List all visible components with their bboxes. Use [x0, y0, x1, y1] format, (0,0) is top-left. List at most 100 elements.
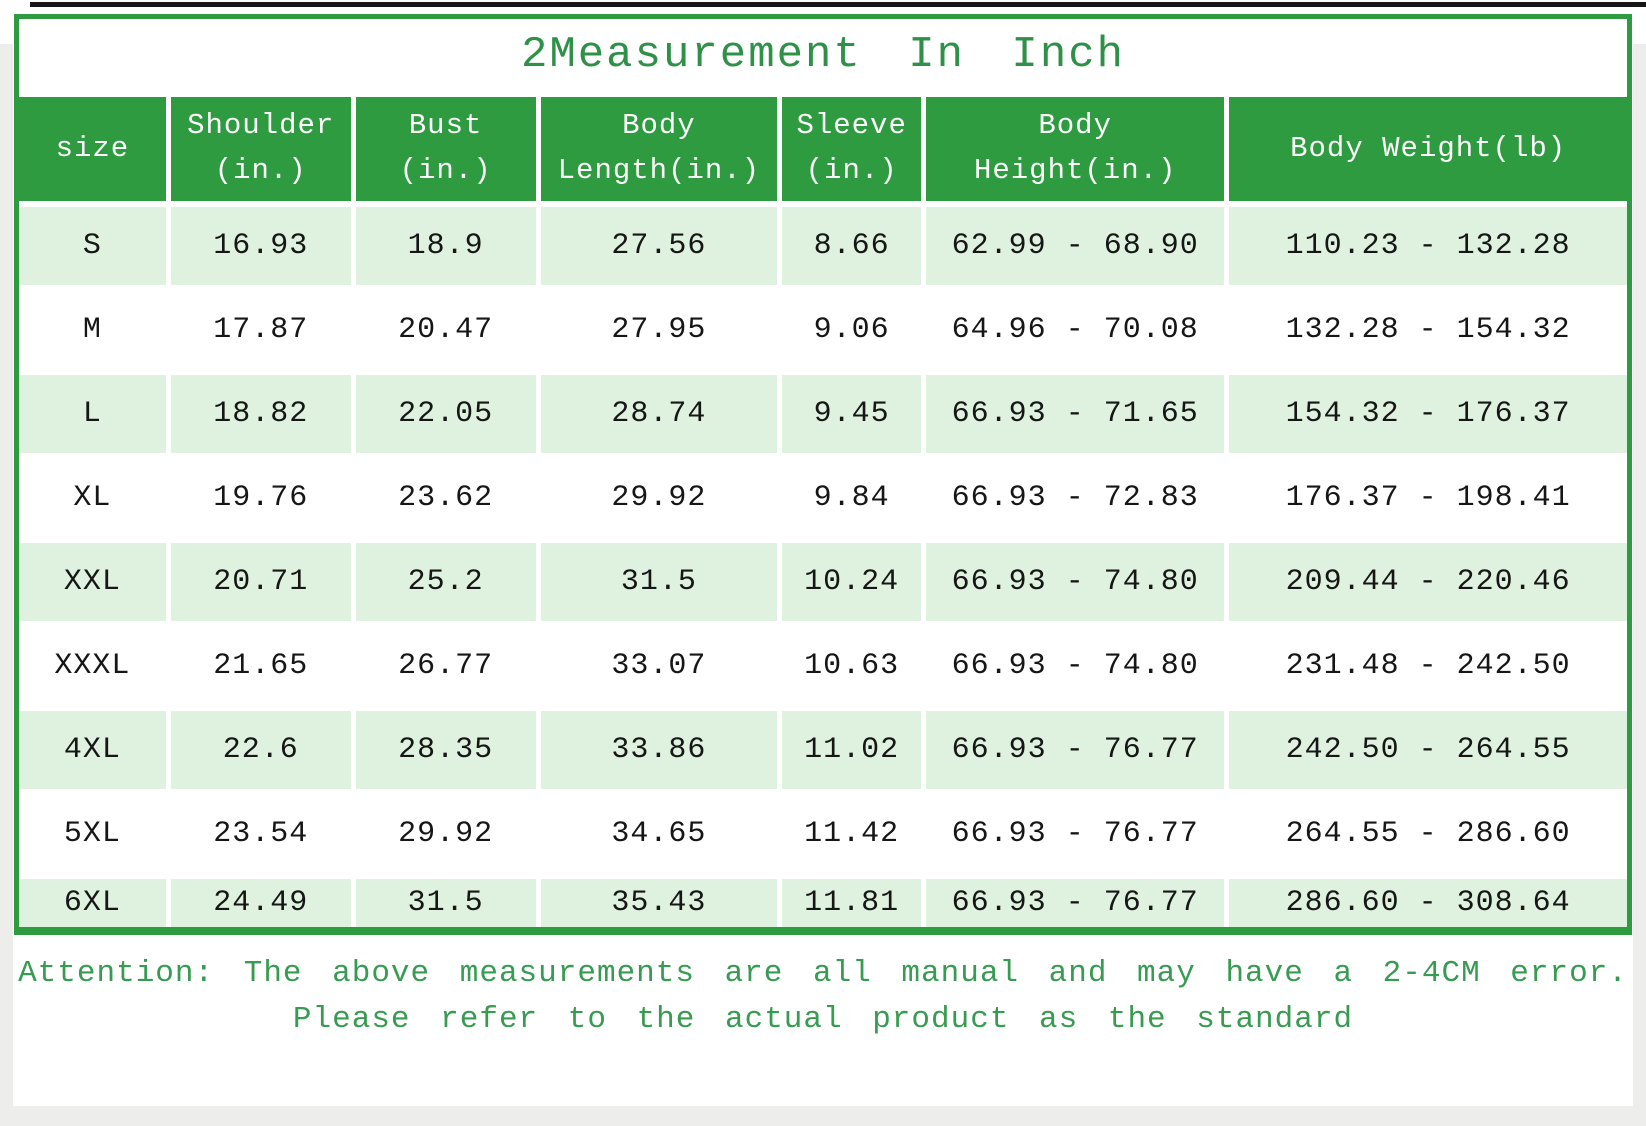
body-height-cell: 64.96 - 70.08: [951, 313, 1199, 347]
header-cell-body-weight: Body Weight(lb): [1229, 97, 1627, 201]
size-cell: M: [82, 313, 102, 347]
bust-cell: 31.5: [355, 879, 536, 927]
body-height-cell: 66.93 - 71.65: [926, 375, 1225, 453]
bust-cell: 29.92: [398, 817, 494, 851]
header-cell-shoulder: Shoulder (in.): [170, 97, 351, 201]
page-title: 2Measurement In Inch: [520, 30, 1126, 80]
body-length-cell: 31.5: [540, 543, 778, 621]
shoulder-cell: 16.93: [170, 207, 351, 285]
sleeve-cell: 10.24: [782, 543, 922, 621]
sleeve-cell: 8.66: [782, 207, 922, 285]
page-edge-right: [1633, 44, 1646, 1126]
table-row-xxxl: XXXL 21.65 26.77 33.07 10.63 66.93 - 74.…: [19, 627, 1627, 705]
page-edge-bottom: [0, 1106, 1646, 1126]
bust-cell: 23.62: [398, 481, 494, 515]
attention-note-line2: Please refer to the actual product as th…: [292, 1002, 1354, 1037]
header-cell-body-height: Body Height(in.): [926, 97, 1225, 201]
page-edge-left: [0, 44, 13, 1126]
body-length-cell: 29.92: [611, 481, 707, 515]
body-height-cell: 66.93 - 76.77: [926, 879, 1225, 927]
size-chart-sheet: 2Measurement In Inch size Shoulder (in.)…: [14, 14, 1632, 1043]
body-weight-cell: 286.60 - 308.64: [1229, 879, 1627, 927]
table-header-row: size Shoulder (in.) Bust (in.) Body Leng…: [19, 97, 1627, 201]
table-row-5xl: 5XL 23.54 29.92 34.65 11.42 66.93 - 76.7…: [19, 795, 1627, 873]
shoulder-cell: 18.82: [170, 375, 351, 453]
body-weight-cell: 209.44 - 220.46: [1229, 543, 1627, 621]
table-row-4xl: 4XL 22.6 28.35 33.86 11.02 66.93 - 76.77…: [19, 711, 1627, 789]
size-cell: 5XL: [63, 817, 121, 851]
body-length-cell: 33.86: [540, 711, 778, 789]
body-length-cell: 27.56: [540, 207, 778, 285]
body-height-cell: 66.93 - 76.77: [951, 817, 1199, 851]
top-rule: [30, 2, 1646, 7]
header-label: Body: [622, 109, 696, 143]
size-cell: XXXL: [54, 649, 131, 683]
body-length-cell: 27.95: [611, 313, 707, 347]
header-label: Sleeve: [796, 109, 907, 143]
shoulder-cell: 20.71: [170, 543, 351, 621]
header-unit: Length(in.): [557, 154, 761, 187]
attention-note: Attention: The above measurements are al…: [14, 935, 1632, 1043]
attention-note-line1: Attention: The above measurements are al…: [18, 956, 1628, 991]
size-table: size Shoulder (in.) Bust (in.) Body Leng…: [19, 91, 1627, 927]
body-weight-cell: 264.55 - 286.60: [1285, 817, 1571, 851]
size-cell: S: [19, 207, 166, 285]
size-cell: 6XL: [19, 879, 166, 927]
table-row-6xl: 6XL 24.49 31.5 35.43 11.81 66.93 - 76.77…: [19, 879, 1627, 927]
body-length-cell: 35.43: [540, 879, 778, 927]
shoulder-cell: 24.49: [170, 879, 351, 927]
header-cell-size: size: [19, 97, 166, 201]
header-label: Bust: [408, 109, 483, 143]
header-label: Body: [1038, 109, 1112, 143]
shoulder-cell: 22.6: [170, 711, 351, 789]
header-unit: (in.): [805, 154, 898, 187]
bust-cell: 26.77: [398, 649, 494, 683]
header-unit: Height(in.): [973, 154, 1177, 187]
header-cell-bust: Bust (in.): [355, 97, 536, 201]
sleeve-cell: 9.84: [813, 481, 890, 515]
body-length-cell: 33.07: [611, 649, 707, 683]
bust-cell: 20.47: [398, 313, 494, 347]
header-label: Shoulder: [187, 109, 335, 143]
body-weight-cell: 176.37 - 198.41: [1285, 481, 1571, 515]
sleeve-cell: 10.63: [804, 649, 900, 683]
body-height-cell: 66.93 - 74.80: [926, 543, 1225, 621]
body-height-cell: 66.93 - 72.83: [951, 481, 1199, 515]
body-weight-cell: 231.48 - 242.50: [1285, 649, 1571, 683]
size-table-container: 2Measurement In Inch size Shoulder (in.)…: [14, 14, 1632, 935]
size-cell: 4XL: [19, 711, 166, 789]
size-cell: XXL: [19, 543, 166, 621]
body-length-cell: 28.74: [540, 375, 778, 453]
bust-cell: 22.05: [355, 375, 536, 453]
bust-cell: 18.9: [355, 207, 536, 285]
shoulder-cell: 19.76: [213, 481, 309, 515]
shoulder-cell: 17.87: [213, 313, 309, 347]
body-height-cell: 66.93 - 74.80: [951, 649, 1199, 683]
header-label: Body Weight(lb): [1290, 131, 1567, 165]
header-unit: (in.): [399, 154, 492, 187]
size-cell: L: [19, 375, 166, 453]
table-row-s: S 16.93 18.9 27.56 8.66 62.99 - 68.90 11…: [19, 207, 1627, 285]
shoulder-cell: 21.65: [213, 649, 309, 683]
size-cell: XL: [73, 481, 112, 515]
body-weight-cell: 132.28 - 154.32: [1285, 313, 1571, 347]
bust-cell: 25.2: [355, 543, 536, 621]
header-cell-body-length: Body Length(in.): [540, 97, 778, 201]
body-weight-cell: 242.50 - 264.55: [1229, 711, 1627, 789]
header-label: size: [55, 131, 130, 165]
body-height-cell: 62.99 - 68.90: [926, 207, 1225, 285]
sleeve-cell: 11.02: [782, 711, 922, 789]
header-unit: (in.): [214, 154, 307, 187]
header-cell-sleeve: Sleeve (in.): [782, 97, 922, 201]
sleeve-cell: 11.42: [804, 817, 900, 851]
shoulder-cell: 23.54: [213, 817, 309, 851]
body-weight-cell: 110.23 - 132.28: [1229, 207, 1627, 285]
body-length-cell: 34.65: [611, 817, 707, 851]
sleeve-cell: 9.06: [813, 313, 890, 347]
bust-cell: 28.35: [355, 711, 536, 789]
sleeve-cell: 9.45: [782, 375, 922, 453]
table-row-xxl: XXL 20.71 25.2 31.5 10.24 66.93 - 74.80 …: [19, 543, 1627, 621]
table-row-xl: XL 19.76 23.62 29.92 9.84 66.93 - 72.83 …: [19, 459, 1627, 537]
sleeve-cell: 11.81: [782, 879, 922, 927]
table-row-m: M 17.87 20.47 27.95 9.06 64.96 - 70.08 1…: [19, 291, 1627, 369]
